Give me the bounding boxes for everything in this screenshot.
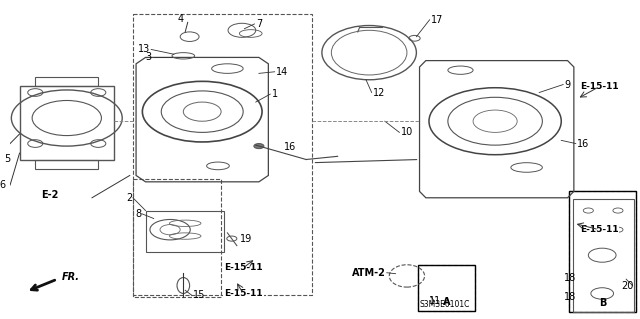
Text: E-2: E-2 [42, 189, 59, 200]
Text: 13: 13 [138, 44, 150, 55]
Text: 18: 18 [564, 292, 577, 302]
Text: 16: 16 [284, 142, 296, 152]
Text: 20: 20 [621, 280, 634, 291]
Text: 12: 12 [373, 87, 385, 98]
Text: 15: 15 [193, 290, 205, 300]
Text: 1: 1 [271, 89, 278, 99]
Text: A: A [443, 297, 451, 307]
Text: 9: 9 [564, 79, 570, 90]
Text: E-15-11: E-15-11 [580, 82, 618, 91]
Text: 17: 17 [431, 15, 444, 25]
Text: 6: 6 [0, 180, 5, 190]
Text: 16: 16 [577, 138, 589, 149]
Text: 19: 19 [240, 234, 252, 244]
Text: FR.: FR. [61, 272, 80, 282]
Circle shape [254, 144, 264, 149]
Text: 11: 11 [429, 296, 441, 307]
Text: 10: 10 [401, 127, 413, 137]
Text: E-15-11: E-15-11 [580, 225, 618, 234]
Text: 3: 3 [146, 52, 152, 62]
Text: E-15-11: E-15-11 [224, 289, 262, 298]
Text: 7: 7 [256, 19, 262, 29]
Text: 2: 2 [127, 193, 133, 203]
Text: 8: 8 [135, 209, 141, 219]
Text: 4: 4 [177, 13, 183, 24]
Text: E-15-11: E-15-11 [224, 263, 262, 272]
Text: B: B [599, 298, 606, 308]
Text: 5: 5 [4, 154, 10, 165]
Text: 18: 18 [564, 272, 577, 283]
Text: S3M3E0101C: S3M3E0101C [420, 300, 470, 309]
Text: ATM-2: ATM-2 [351, 268, 385, 278]
Text: 14: 14 [276, 67, 288, 77]
